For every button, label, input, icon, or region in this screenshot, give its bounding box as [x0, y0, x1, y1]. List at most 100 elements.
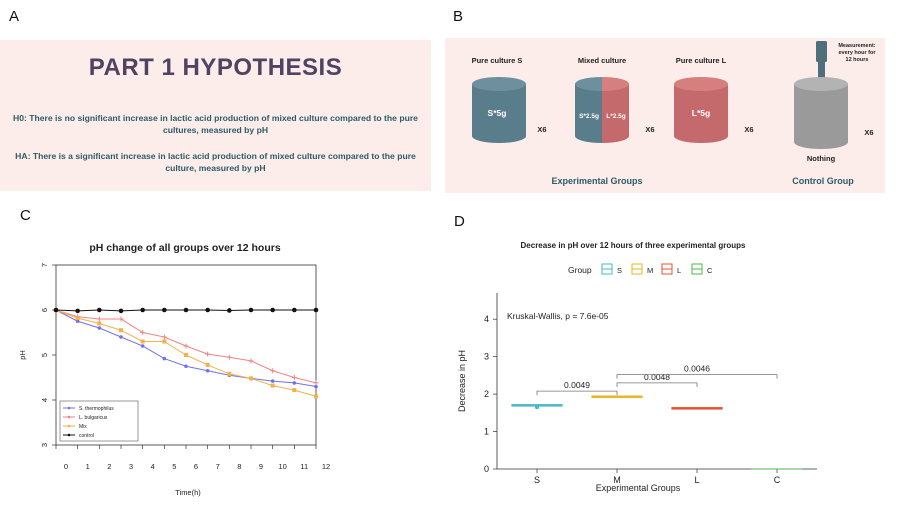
box-m: [591, 395, 643, 398]
y-tick-label: 0: [484, 464, 489, 474]
legend-label: M: [647, 266, 653, 275]
x-tick-label: 8: [237, 462, 241, 471]
data-point: [291, 375, 297, 380]
y-tick-label: 4: [40, 398, 49, 402]
y-tick-label: 3: [484, 352, 489, 362]
jar-s-title: Pure culture S: [472, 56, 523, 65]
x-tick-label: 6: [194, 462, 198, 471]
jar-l-multiplier: X6: [744, 125, 753, 134]
data-point: [292, 381, 297, 385]
ph-decrease-chart-panel: Decrease in pH over 12 hours of three ex…: [445, 205, 901, 508]
outlier-point: [535, 405, 539, 410]
ph-decrease-chart: Decrease in pH over 12 hours of three ex…: [457, 241, 817, 493]
x-tick-label: 4: [151, 462, 155, 471]
legend-title: Group: [568, 265, 592, 275]
data-point: [162, 307, 167, 313]
x-tick-label: L: [694, 475, 699, 485]
control-group-label: Control Group: [792, 176, 854, 186]
data-point: [75, 308, 80, 314]
jar-l-content: L*5g: [692, 108, 710, 118]
x-tick-label: C: [774, 475, 781, 485]
null-hypothesis: H0: There is no significant increase in …: [13, 113, 418, 135]
panel-a-label: A: [9, 8, 20, 25]
chart-c-title: pH change of all groups over 12 hours: [89, 242, 281, 254]
x-tick-label: 11: [300, 462, 308, 471]
x-tick-label: 0: [64, 462, 68, 471]
legend-marker: [67, 424, 71, 428]
ph-line-chart-panel: pH change of all groups over 12 hours 3 4 5…: [0, 205, 445, 508]
data-point: [292, 388, 297, 393]
legend-label: Mix: [79, 424, 87, 430]
panel-c-label: C: [20, 207, 31, 224]
x-tick-label: 3: [129, 462, 133, 471]
experimental-groups-label: Experimental Groups: [551, 176, 642, 186]
legend-marker: [67, 406, 71, 410]
ph-line-chart: pH change of all groups over 12 hours 3 4 5…: [18, 242, 330, 497]
y-tick-label: 3: [40, 443, 49, 447]
data-point: [162, 356, 167, 361]
y-tick-label: 2: [484, 389, 489, 399]
legend-label: S. thermophilus: [79, 406, 114, 412]
jar-l: [674, 77, 728, 143]
data-point: [118, 308, 124, 314]
box-l: [671, 407, 723, 410]
measurement-line-3: 12 hours: [846, 57, 869, 63]
x-tick-label: 10: [278, 462, 286, 471]
y-tick-label: 1: [484, 427, 489, 437]
data-point: [119, 328, 123, 333]
data-point: [270, 368, 276, 374]
data-point: [53, 307, 59, 313]
data-point: [162, 339, 167, 344]
data-point: [140, 307, 145, 313]
data-point: [314, 394, 318, 399]
jar-control-multiplier: X6: [864, 128, 873, 137]
jar-l-title: Pure culture L: [676, 56, 727, 65]
jar-m: [575, 77, 629, 143]
data-point: [205, 307, 210, 313]
hypothesis-title: PART 1 HYPOTHESIS: [88, 54, 343, 81]
chart-d-legend: Group S M L C: [568, 263, 713, 275]
design-diagram: Pure culture S S*5g X6 Mixed culture S*2…: [472, 41, 876, 186]
data-point: [270, 307, 275, 313]
measurement-line-1: Measurement:: [838, 43, 875, 49]
jar-m-multiplier: X6: [645, 125, 654, 134]
data-point: [314, 384, 318, 389]
kruskal-wallis-annotation: Kruskal-Wallis, p = 7.6e-05: [507, 311, 609, 321]
data-point: [140, 344, 145, 348]
data-point: [313, 380, 319, 386]
legend-label: S: [617, 266, 622, 275]
data-point: [161, 334, 167, 340]
data-point: [270, 383, 275, 388]
data-point: [140, 330, 146, 335]
comparison-p-value: 0.0049: [564, 380, 590, 390]
jar-s-content: S*5g: [488, 108, 507, 118]
data-point: [75, 316, 80, 321]
chart-c-ylabel: pH: [18, 350, 27, 360]
x-tick-label: 2: [107, 462, 111, 471]
data-point: [270, 379, 275, 383]
data-point: [205, 368, 210, 373]
x-tick-label: 12: [322, 462, 330, 471]
legend-label: control: [79, 433, 94, 439]
data-point: [248, 358, 254, 364]
data-point: [119, 335, 123, 339]
jar-m-title: Mixed culture: [578, 56, 626, 65]
jar-s-multiplier: X6: [537, 125, 546, 134]
comparison-p-value: 0.0048: [644, 372, 670, 382]
experimental-design-panel: Pure culture S S*5g X6 Mixed culture S*2…: [445, 38, 885, 193]
data-point: [248, 307, 254, 313]
panel-b-label: B: [453, 8, 464, 25]
data-point: [140, 339, 145, 344]
y-tick-label: 5: [40, 353, 49, 357]
x-tick-label: 1: [86, 462, 90, 471]
data-point: [227, 308, 232, 313]
panel-d-label: D: [454, 213, 465, 230]
data-point: [226, 354, 232, 360]
data-point: [205, 351, 211, 357]
y-tick-label: 4: [484, 314, 489, 324]
data-point: [97, 307, 102, 313]
jar-m-content-s: S*2.5g: [579, 113, 599, 120]
jar-s: [472, 77, 526, 143]
x-tick-label: 5: [172, 462, 176, 471]
jar-control: [794, 77, 848, 149]
